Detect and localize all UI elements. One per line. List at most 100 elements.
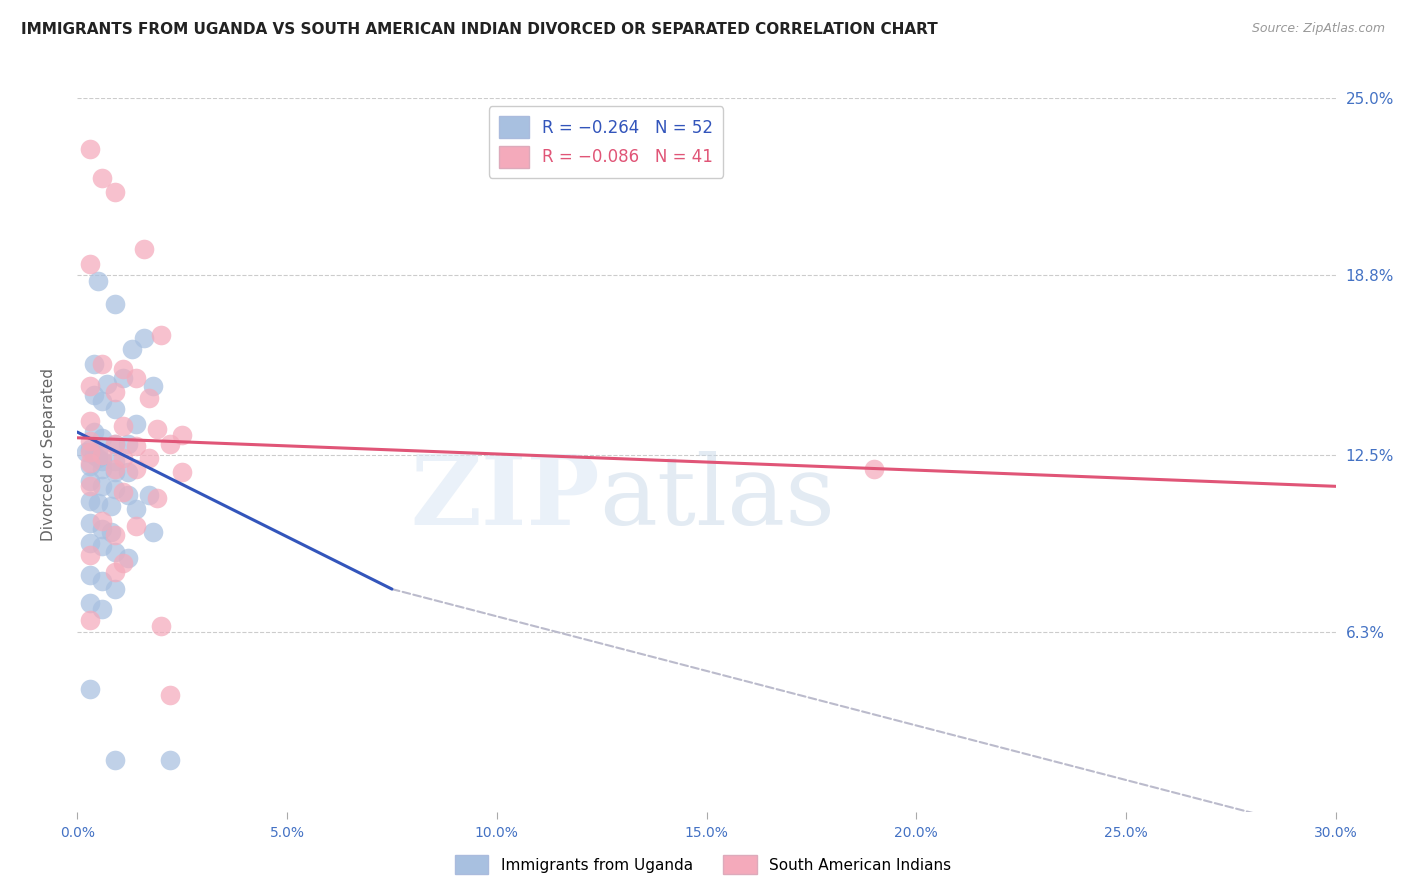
Point xyxy=(79,474,101,488)
Point xyxy=(134,243,156,257)
Point xyxy=(91,171,114,186)
Point xyxy=(87,274,110,288)
Point xyxy=(134,331,156,345)
Point xyxy=(104,296,127,310)
Point xyxy=(100,524,122,539)
Point xyxy=(125,519,148,533)
Point xyxy=(79,536,101,550)
Point xyxy=(79,614,101,628)
Point xyxy=(125,502,148,516)
Point xyxy=(104,453,127,467)
Point xyxy=(91,602,114,616)
Point xyxy=(79,567,101,582)
Point xyxy=(112,485,135,500)
Point xyxy=(83,388,105,402)
Point xyxy=(79,493,101,508)
Point xyxy=(121,343,143,357)
Point xyxy=(112,450,135,465)
Point xyxy=(863,462,886,476)
Point xyxy=(104,482,127,496)
Point xyxy=(150,619,173,633)
Point xyxy=(125,439,148,453)
Point xyxy=(159,753,181,767)
Point xyxy=(79,257,101,271)
Point xyxy=(112,371,135,385)
Point xyxy=(75,445,97,459)
Point xyxy=(83,357,105,371)
Point xyxy=(104,462,127,476)
Point xyxy=(91,479,114,493)
Point xyxy=(146,491,169,505)
Text: Source: ZipAtlas.com: Source: ZipAtlas.com xyxy=(1251,22,1385,36)
Point xyxy=(79,596,101,610)
Point xyxy=(117,550,139,565)
Point xyxy=(125,417,148,431)
Point xyxy=(79,143,101,157)
Point xyxy=(87,450,110,465)
Point xyxy=(91,574,114,588)
Point xyxy=(91,357,114,371)
Point xyxy=(104,436,127,450)
Point xyxy=(125,462,148,476)
Point xyxy=(83,425,105,439)
Point xyxy=(104,753,127,767)
Point xyxy=(142,524,165,539)
Point xyxy=(138,391,160,405)
Point xyxy=(91,431,114,445)
Point xyxy=(117,488,139,502)
Point xyxy=(91,539,114,553)
Point xyxy=(104,582,127,596)
Point xyxy=(150,328,173,343)
Text: IMMIGRANTS FROM UGANDA VS SOUTH AMERICAN INDIAN DIVORCED OR SEPARATED CORRELATIO: IMMIGRANTS FROM UGANDA VS SOUTH AMERICAN… xyxy=(21,22,938,37)
Text: ZIP: ZIP xyxy=(411,450,599,545)
Point xyxy=(79,445,101,459)
Legend: R = −0.264   N = 52, R = −0.086   N = 41: R = −0.264 N = 52, R = −0.086 N = 41 xyxy=(489,106,723,178)
Point xyxy=(91,514,114,528)
Point xyxy=(104,465,127,479)
Point xyxy=(83,448,105,462)
Point xyxy=(117,465,139,479)
Point xyxy=(172,428,194,442)
Point xyxy=(96,376,118,391)
Point xyxy=(79,379,101,393)
Point xyxy=(142,379,165,393)
Point xyxy=(100,500,122,514)
Point xyxy=(104,402,127,417)
Point xyxy=(79,479,101,493)
Text: atlas: atlas xyxy=(599,450,835,545)
Point xyxy=(159,688,181,702)
Point xyxy=(79,516,101,531)
Point xyxy=(91,453,114,467)
Point xyxy=(112,419,135,434)
Point xyxy=(79,414,101,428)
Point xyxy=(146,422,169,436)
Point xyxy=(79,442,101,457)
Point xyxy=(79,459,101,474)
Point xyxy=(104,186,127,200)
Point xyxy=(104,565,127,579)
Point xyxy=(104,545,127,559)
Point xyxy=(79,457,101,471)
Point xyxy=(172,465,194,479)
Point xyxy=(159,436,181,450)
Point xyxy=(79,548,101,562)
Point xyxy=(117,436,139,450)
Point xyxy=(91,448,114,462)
Point xyxy=(91,393,114,408)
Point xyxy=(91,522,114,536)
Point xyxy=(112,557,135,571)
Legend: Immigrants from Uganda, South American Indians: Immigrants from Uganda, South American I… xyxy=(449,849,957,880)
Point xyxy=(87,445,110,459)
Y-axis label: Divorced or Separated: Divorced or Separated xyxy=(42,368,56,541)
Point xyxy=(138,450,160,465)
Point xyxy=(79,681,101,696)
Point xyxy=(112,362,135,376)
Point xyxy=(125,371,148,385)
Point xyxy=(138,488,160,502)
Point xyxy=(104,436,127,450)
Point xyxy=(104,385,127,400)
Point xyxy=(87,496,110,510)
Point xyxy=(104,528,127,542)
Point xyxy=(79,434,101,448)
Point xyxy=(91,462,114,476)
